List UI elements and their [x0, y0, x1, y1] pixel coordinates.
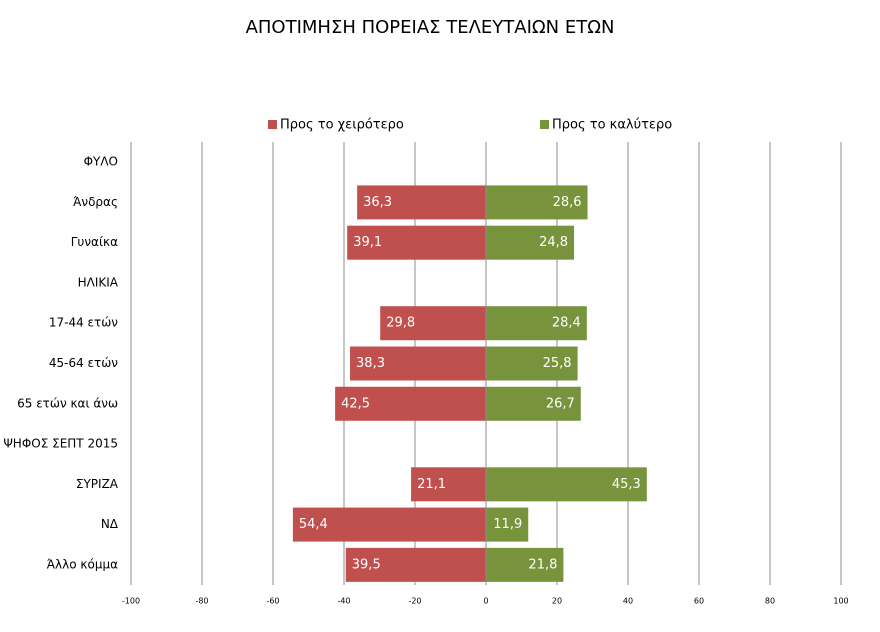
legend-label: Προς το χειρότερο: [280, 118, 404, 133]
value-label: 25,8: [543, 356, 572, 371]
value-label: 45,3: [612, 477, 641, 492]
value-label: 29,8: [386, 316, 415, 331]
bar: [486, 467, 647, 502]
y-tick-label: ΨΗΦΟΣ ΣΕΠΤ 2015: [3, 437, 118, 451]
y-tick-label: ΦΥΛΟ: [84, 155, 118, 169]
bar: [486, 225, 575, 260]
bar: [345, 547, 486, 582]
bar: [411, 467, 486, 502]
value-label: 54,4: [299, 517, 328, 532]
x-tick-label: 60: [694, 597, 704, 606]
value-label: 28,6: [553, 195, 582, 210]
bar: [292, 507, 486, 542]
legend-swatch: [268, 120, 277, 129]
bar: [350, 346, 486, 381]
bar: [486, 547, 564, 582]
bar: [486, 346, 578, 381]
x-tick-label: 0: [483, 597, 488, 606]
value-label: 21,8: [528, 557, 557, 572]
bar: [347, 225, 486, 260]
value-label: 24,8: [539, 235, 568, 250]
value-label: 42,5: [341, 396, 370, 411]
bar: [486, 306, 587, 341]
y-tick-label: 65 ετών και άνω: [17, 396, 118, 410]
value-label: 28,4: [552, 316, 581, 331]
bar: [380, 306, 486, 341]
value-label: 38,3: [356, 356, 385, 371]
legend-swatch: [540, 120, 549, 129]
x-tick-label: 40: [623, 597, 633, 606]
y-tick-label: Γυναίκα: [71, 235, 118, 249]
value-label: 11,9: [493, 517, 522, 532]
x-tick-label: -60: [266, 597, 279, 606]
value-label: 39,1: [353, 235, 382, 250]
bar: [486, 507, 529, 542]
bar: [486, 185, 588, 220]
chart-title: ΑΠΟΤΙΜΗΣΗ ΠΟΡΕΙΑΣ ΤΕΛΕΥΤΑΙΩΝ ΕΤΩΝ: [246, 17, 615, 38]
x-tick-label: -40: [337, 597, 350, 606]
y-tick-label: 45-64 ετών: [49, 356, 118, 370]
bar: [335, 386, 486, 421]
y-tick-label: ΗΛΙΚΙΑ: [78, 275, 119, 289]
x-tick-label: -20: [408, 597, 421, 606]
value-label: 21,1: [417, 477, 446, 492]
x-tick-label: 20: [552, 597, 562, 606]
y-tick-label: 17-44 ετών: [49, 316, 118, 330]
y-tick-label: ΝΔ: [101, 517, 119, 531]
x-tick-label: -80: [195, 597, 208, 606]
x-tick-label: -100: [122, 597, 140, 606]
legend-label: Προς το καλύτερο: [552, 118, 672, 133]
bar: [357, 185, 486, 220]
y-tick-label: ΣΥΡΙΖΑ: [76, 477, 119, 491]
value-label: 39,5: [352, 557, 381, 572]
y-tick-label: Άνδρας: [73, 195, 118, 209]
x-tick-label: 100: [833, 597, 848, 606]
x-tick-label: 80: [765, 597, 775, 606]
value-label: 36,3: [363, 195, 392, 210]
y-tick-label: Άλλο κόμμα: [47, 557, 118, 571]
bar: [486, 386, 581, 421]
value-label: 26,7: [546, 396, 575, 411]
